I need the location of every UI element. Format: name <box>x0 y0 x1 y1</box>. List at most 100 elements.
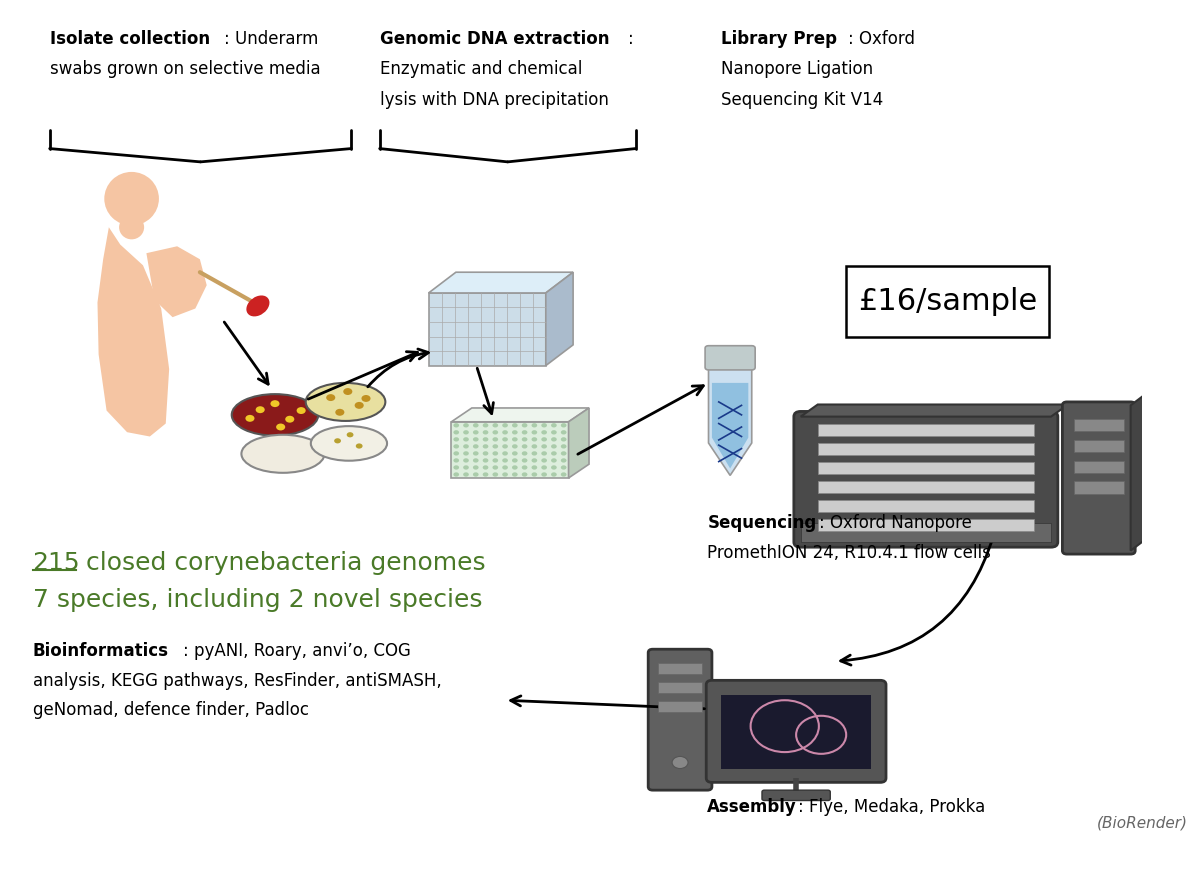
FancyBboxPatch shape <box>1074 461 1124 473</box>
Circle shape <box>512 451 517 456</box>
Text: : Underarm: : Underarm <box>223 30 318 48</box>
Circle shape <box>482 444 488 449</box>
Circle shape <box>454 423 460 428</box>
Circle shape <box>355 443 362 449</box>
Circle shape <box>492 472 498 477</box>
Circle shape <box>532 465 538 470</box>
Circle shape <box>560 458 566 463</box>
Polygon shape <box>146 246 206 317</box>
Polygon shape <box>569 408 589 478</box>
Circle shape <box>343 388 353 395</box>
Circle shape <box>560 444 566 449</box>
Circle shape <box>454 437 460 442</box>
Circle shape <box>541 451 547 456</box>
Text: (BioRender): (BioRender) <box>1097 815 1188 830</box>
Circle shape <box>276 423 286 430</box>
FancyBboxPatch shape <box>721 695 871 769</box>
Circle shape <box>512 458 517 463</box>
Circle shape <box>482 472 488 477</box>
Circle shape <box>454 430 460 435</box>
Circle shape <box>522 472 528 477</box>
Circle shape <box>541 472 547 477</box>
Circle shape <box>296 407 306 414</box>
Circle shape <box>463 437 469 442</box>
FancyBboxPatch shape <box>1074 482 1124 493</box>
Text: : Oxford: : Oxford <box>848 30 916 48</box>
Circle shape <box>473 451 479 456</box>
Circle shape <box>503 437 508 442</box>
FancyBboxPatch shape <box>659 663 702 674</box>
FancyBboxPatch shape <box>794 411 1058 547</box>
Polygon shape <box>428 272 574 293</box>
FancyBboxPatch shape <box>659 701 702 712</box>
Circle shape <box>512 472 517 477</box>
Text: : pyANI, Roary, anvi’o, COG: : pyANI, Roary, anvi’o, COG <box>182 643 410 660</box>
Circle shape <box>361 395 371 402</box>
FancyBboxPatch shape <box>1074 440 1124 452</box>
Circle shape <box>473 444 479 449</box>
FancyBboxPatch shape <box>1074 419 1124 431</box>
Circle shape <box>463 444 469 449</box>
Circle shape <box>512 430 517 435</box>
Circle shape <box>335 409 344 416</box>
Ellipse shape <box>119 215 144 239</box>
Circle shape <box>532 444 538 449</box>
Circle shape <box>551 444 557 449</box>
Text: analysis, KEGG pathways, ResFinder, antiSMASH,: analysis, KEGG pathways, ResFinder, anti… <box>32 671 442 690</box>
Circle shape <box>492 423 498 428</box>
Circle shape <box>512 423 517 428</box>
FancyBboxPatch shape <box>817 443 1034 455</box>
Polygon shape <box>800 404 1068 416</box>
Polygon shape <box>708 368 751 476</box>
Circle shape <box>347 432 354 437</box>
Circle shape <box>454 472 460 477</box>
Circle shape <box>503 444 508 449</box>
Text: 7 species, including 2 novel species: 7 species, including 2 novel species <box>32 588 482 612</box>
Circle shape <box>541 465 547 470</box>
Circle shape <box>672 756 688 768</box>
Circle shape <box>551 472 557 477</box>
Text: closed corynebacteria genomes: closed corynebacteria genomes <box>78 551 486 574</box>
Circle shape <box>532 472 538 477</box>
Text: : Oxford Nanopore: : Oxford Nanopore <box>818 514 972 533</box>
Text: Sequencing: Sequencing <box>707 514 817 533</box>
Circle shape <box>541 458 547 463</box>
Circle shape <box>532 430 538 435</box>
Text: Isolate collection: Isolate collection <box>49 30 210 48</box>
Ellipse shape <box>232 394 318 436</box>
Circle shape <box>473 430 479 435</box>
Text: 215: 215 <box>32 551 80 574</box>
Circle shape <box>492 451 498 456</box>
FancyBboxPatch shape <box>817 481 1034 492</box>
Text: Bioinformatics: Bioinformatics <box>32 643 169 660</box>
Circle shape <box>482 451 488 456</box>
Polygon shape <box>97 227 169 436</box>
Circle shape <box>454 451 460 456</box>
Circle shape <box>482 423 488 428</box>
Circle shape <box>473 437 479 442</box>
Circle shape <box>463 472 469 477</box>
FancyBboxPatch shape <box>451 422 569 478</box>
Circle shape <box>551 451 557 456</box>
Polygon shape <box>451 408 589 422</box>
Circle shape <box>522 437 528 442</box>
Circle shape <box>270 400 280 407</box>
Circle shape <box>463 458 469 463</box>
Ellipse shape <box>246 295 270 316</box>
Circle shape <box>503 465 508 470</box>
Circle shape <box>551 465 557 470</box>
Text: Library Prep: Library Prep <box>721 30 838 48</box>
Circle shape <box>560 423 566 428</box>
Circle shape <box>522 423 528 428</box>
Circle shape <box>503 472 508 477</box>
Circle shape <box>551 423 557 428</box>
Ellipse shape <box>104 172 158 225</box>
Circle shape <box>454 458 460 463</box>
Circle shape <box>473 472 479 477</box>
Polygon shape <box>1130 395 1145 551</box>
Circle shape <box>256 406 265 413</box>
Text: Genomic DNA extraction: Genomic DNA extraction <box>379 30 610 48</box>
Circle shape <box>334 438 341 443</box>
FancyBboxPatch shape <box>846 266 1049 337</box>
Circle shape <box>522 458 528 463</box>
